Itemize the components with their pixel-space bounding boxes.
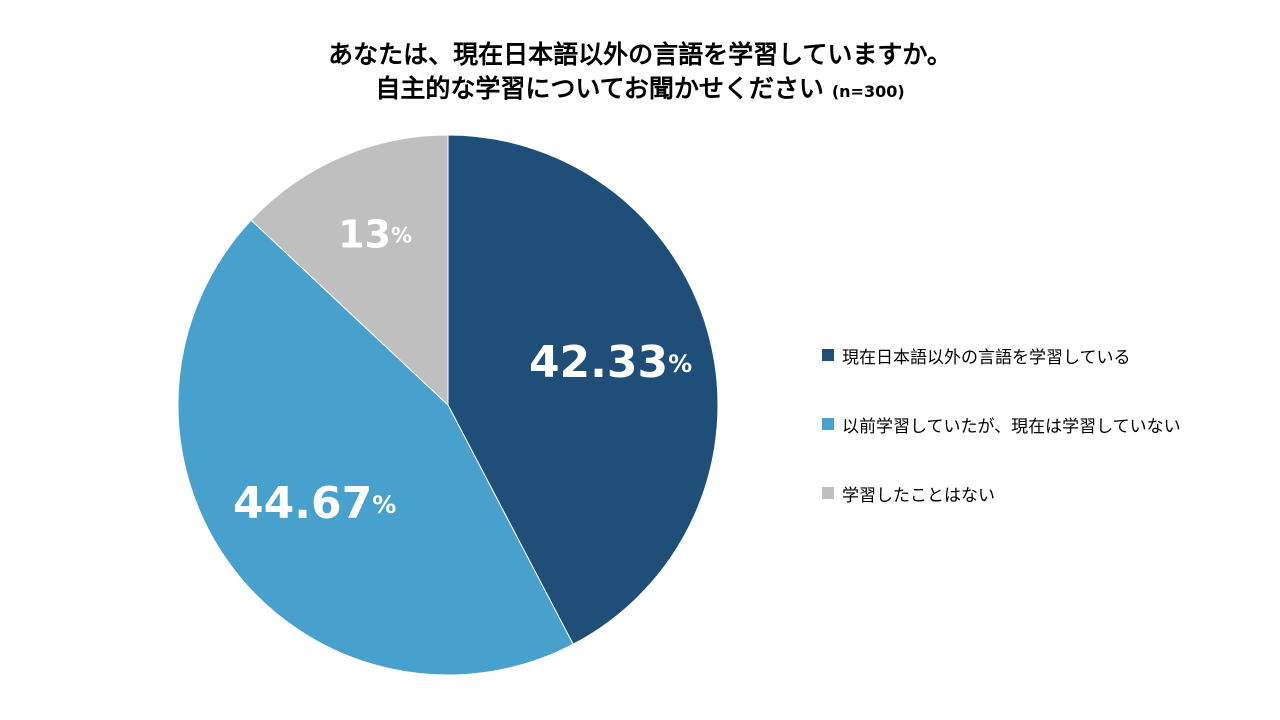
pie-slice-3 <box>250 134 449 407</box>
data-label-3: 13% <box>338 212 412 256</box>
data-label-2-unit: % <box>372 491 396 519</box>
data-label-2-value: 44.67 <box>233 478 372 529</box>
legend-item-1: 現在日本語以外の言語を学習している <box>822 340 1181 370</box>
pie-slice-2 <box>177 219 574 676</box>
data-label-1: 42.33% <box>529 337 692 388</box>
data-label-1-value: 42.33 <box>529 337 668 388</box>
chart-title-line-1: あなたは、現在日本語以外の言語を学習していますか。 <box>328 40 952 69</box>
pie-slice-1 <box>447 134 719 645</box>
sample-size: (n=300) <box>831 82 905 101</box>
legend-label-3: 学習したことはない <box>842 485 995 506</box>
chart-title-line-2: 自主的な学習についてお聞かせください (n=300) <box>0 72 1280 109</box>
legend-item-2: 以前学習していたが、現在は学習していない <box>822 409 1181 439</box>
chart-title: あなたは、現在日本語以外の言語を学習していますか。 自主的な学習についてお聞かせ… <box>0 38 1280 109</box>
data-label-2: 44.67% <box>233 478 396 529</box>
data-label-3-unit: % <box>391 224 412 248</box>
legend: 現在日本語以外の言語を学習している 以前学習していたが、現在は学習していない 学… <box>822 340 1181 547</box>
data-label-3-value: 13 <box>338 212 391 256</box>
legend-label-1: 現在日本語以外の言語を学習している <box>842 347 1131 368</box>
legend-label-2: 以前学習していたが、現在は学習していない <box>842 416 1181 437</box>
chart-title-line-2-text: 自主的な学習についてお聞かせください <box>375 74 824 103</box>
legend-swatch-2 <box>822 418 834 430</box>
legend-swatch-3 <box>822 487 834 499</box>
legend-item-3: 学習したことはない <box>822 478 1181 508</box>
legend-swatch-1 <box>822 349 834 361</box>
data-label-1-unit: % <box>668 350 692 378</box>
